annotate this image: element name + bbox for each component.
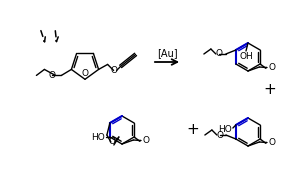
Text: O: O — [142, 136, 149, 145]
Text: O: O — [110, 66, 117, 75]
Text: +: + — [187, 122, 199, 138]
Text: OH: OH — [239, 52, 253, 61]
Text: O: O — [108, 138, 115, 146]
Text: O: O — [215, 50, 222, 59]
Text: O: O — [268, 63, 275, 72]
Text: O: O — [268, 138, 275, 147]
Text: O: O — [81, 69, 88, 78]
Text: HO: HO — [91, 132, 105, 142]
Text: +: + — [264, 83, 276, 98]
Text: O: O — [49, 71, 56, 80]
Text: O: O — [216, 130, 223, 139]
Text: [Au]: [Au] — [157, 48, 177, 58]
Text: HO: HO — [218, 125, 232, 133]
